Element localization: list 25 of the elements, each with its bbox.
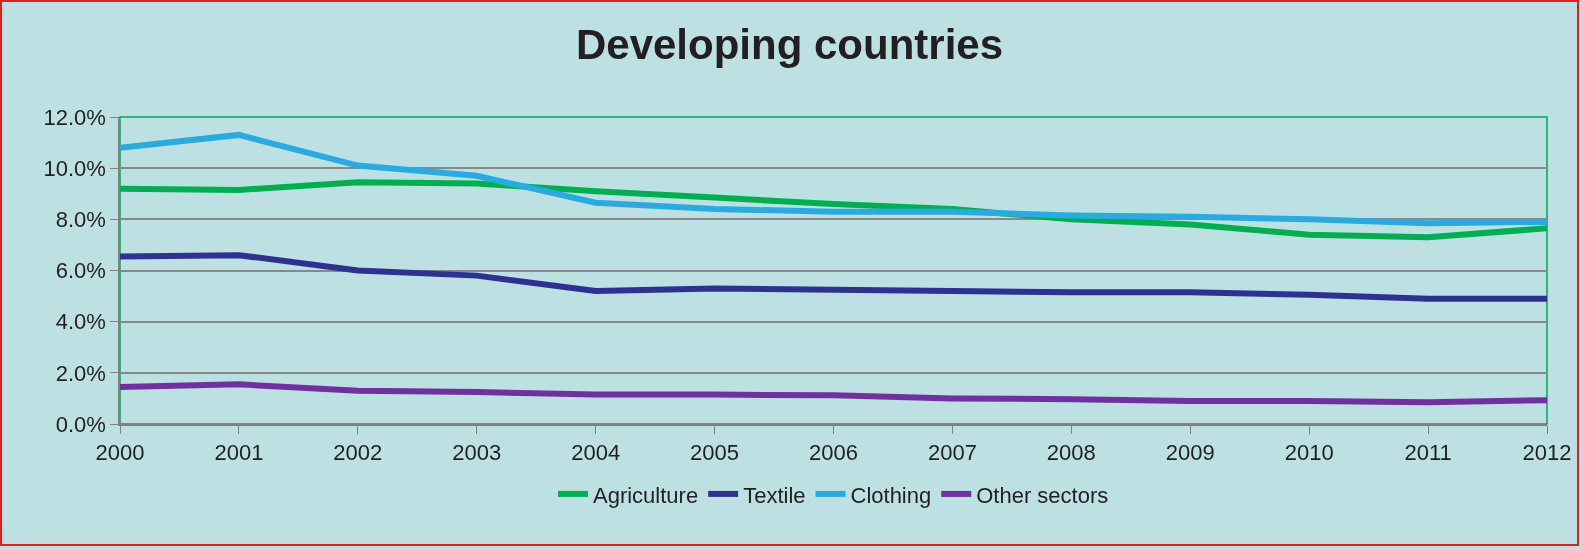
y-tick-label: 12.0%: [43, 104, 106, 130]
x-tick-label: 2003: [452, 440, 502, 466]
x-tick-label: 2002: [333, 440, 383, 466]
y-tick-label: 2.0%: [55, 360, 106, 386]
y-tick-label: 8.0%: [55, 207, 106, 233]
x-tick-label: 2010: [1284, 440, 1334, 466]
x-tick-label: 2006: [809, 440, 858, 466]
legend-label: Textile: [743, 482, 806, 508]
x-tick-label: 2008: [1046, 440, 1096, 466]
x-tick-label: 2009: [1165, 440, 1215, 466]
legend-label: Agriculture: [593, 482, 699, 508]
y-tick-label: 4.0%: [55, 309, 106, 335]
x-tick-label: 2001: [214, 440, 264, 466]
legend-label: Clothing: [850, 482, 932, 508]
y-tick-label: 0.0%: [55, 411, 106, 437]
y-tick-label: 10.0%: [43, 155, 106, 181]
legend-label: Other sectors: [976, 482, 1109, 508]
x-tick-label: 2011: [1404, 440, 1452, 466]
x-tick-label: 2012: [1522, 440, 1572, 466]
chart-title: Developing countries: [575, 20, 1004, 68]
x-tick-label: 2000: [95, 440, 145, 466]
x-tick-label: 2004: [571, 440, 621, 466]
x-tick-label: 2005: [690, 440, 740, 466]
y-tick-label: 6.0%: [55, 258, 106, 284]
x-tick-label: 2007: [927, 440, 977, 466]
